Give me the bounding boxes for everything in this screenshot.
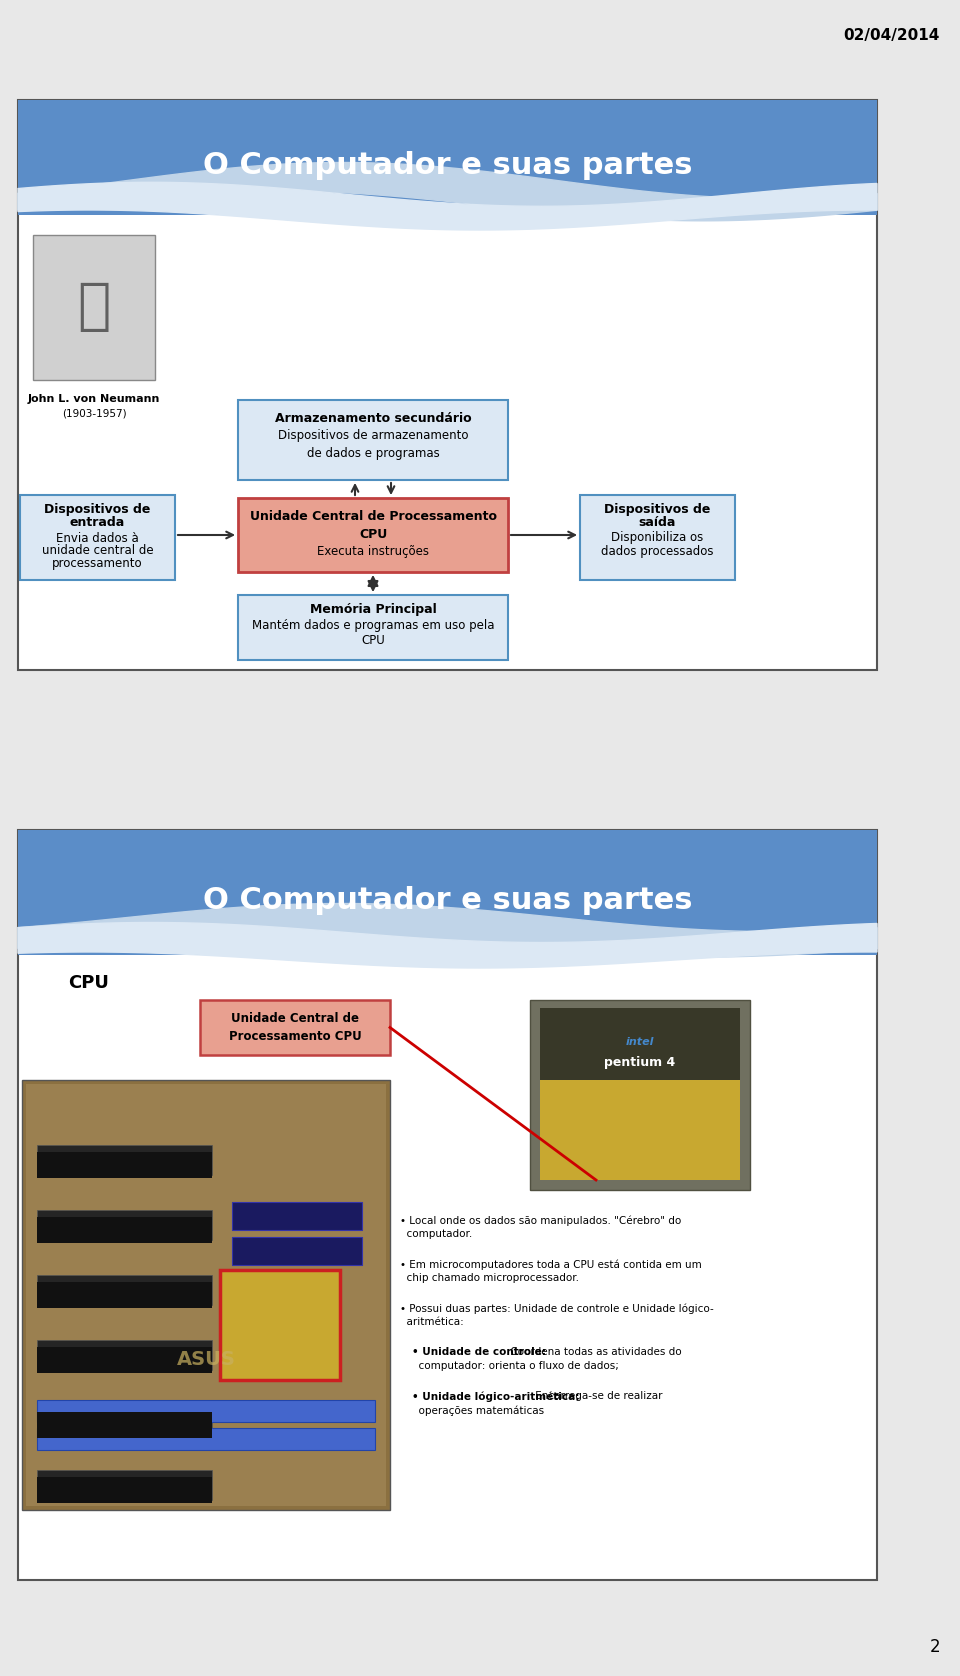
Text: operações matemáticas: operações matemáticas bbox=[412, 1404, 544, 1416]
Polygon shape bbox=[18, 183, 877, 230]
Text: 2: 2 bbox=[929, 1637, 940, 1656]
Text: O Computador e suas partes: O Computador e suas partes bbox=[203, 887, 692, 915]
Bar bbox=[26, 1084, 386, 1507]
Text: processamento: processamento bbox=[52, 558, 143, 570]
Bar bbox=[540, 1066, 740, 1180]
Text: Disponibiliza os: Disponibiliza os bbox=[612, 531, 704, 545]
Text: Executa instruções: Executa instruções bbox=[317, 545, 429, 558]
Bar bbox=[22, 1079, 390, 1510]
Text: • Unidade de controle:: • Unidade de controle: bbox=[412, 1348, 546, 1358]
Text: computador: orienta o fluxo de dados;: computador: orienta o fluxo de dados; bbox=[412, 1361, 619, 1371]
Text: (1903-1957): (1903-1957) bbox=[61, 407, 127, 417]
Bar bbox=[37, 1477, 212, 1503]
Bar bbox=[18, 830, 877, 1580]
Text: chip chamado microprocessador.: chip chamado microprocessador. bbox=[400, 1274, 579, 1284]
Text: • Em microcomputadores toda a CPU está contida em um: • Em microcomputadores toda a CPU está c… bbox=[400, 1259, 702, 1269]
Text: unidade central de: unidade central de bbox=[41, 545, 154, 558]
Text: • Unidade lógico-aritmética:: • Unidade lógico-aritmética: bbox=[412, 1391, 580, 1401]
Bar bbox=[37, 1341, 212, 1369]
Text: Coordena todas as atividades do: Coordena todas as atividades do bbox=[507, 1348, 682, 1358]
Bar bbox=[232, 1237, 362, 1265]
Bar bbox=[220, 1270, 340, 1379]
Bar bbox=[37, 1151, 212, 1178]
Bar bbox=[37, 1399, 375, 1421]
Polygon shape bbox=[18, 903, 877, 957]
Text: ASUS: ASUS bbox=[177, 1349, 235, 1369]
Text: Dispositivos de armazenamento: Dispositivos de armazenamento bbox=[277, 429, 468, 442]
Bar bbox=[20, 494, 175, 580]
Text: Unidade Central de Processamento: Unidade Central de Processamento bbox=[250, 510, 496, 523]
Bar bbox=[37, 1428, 375, 1450]
Bar bbox=[37, 1275, 212, 1306]
Bar bbox=[238, 498, 508, 572]
Bar bbox=[200, 1001, 390, 1054]
Bar bbox=[37, 1210, 212, 1240]
Text: intel: intel bbox=[626, 1037, 655, 1048]
Text: Unidade Central de: Unidade Central de bbox=[231, 1012, 359, 1024]
Bar bbox=[33, 235, 155, 380]
Text: CPU: CPU bbox=[68, 974, 108, 992]
Polygon shape bbox=[18, 922, 877, 969]
Bar bbox=[580, 494, 735, 580]
Bar bbox=[37, 1470, 212, 1500]
Polygon shape bbox=[18, 163, 877, 221]
Bar bbox=[37, 1282, 212, 1307]
Text: John L. von Neumann: John L. von Neumann bbox=[28, 394, 160, 404]
Text: 02/04/2014: 02/04/2014 bbox=[844, 28, 940, 44]
Bar bbox=[37, 1145, 212, 1175]
Text: Memória Principal: Memória Principal bbox=[310, 603, 437, 617]
Text: CPU: CPU bbox=[359, 528, 387, 540]
Text: CPU: CPU bbox=[361, 634, 385, 647]
Text: Dispositivos de: Dispositivos de bbox=[604, 503, 710, 516]
Text: O Computador e suas partes: O Computador e suas partes bbox=[203, 151, 692, 179]
Text: Encarrega-se de realizar: Encarrega-se de realizar bbox=[533, 1391, 663, 1401]
Bar bbox=[232, 1202, 362, 1230]
Text: entrada: entrada bbox=[70, 516, 125, 530]
Text: de dados e programas: de dados e programas bbox=[306, 447, 440, 461]
Text: Armazenamento secundário: Armazenamento secundário bbox=[275, 412, 471, 424]
Text: Mantém dados e programas em uso pela: Mantém dados e programas em uso pela bbox=[252, 618, 494, 632]
Text: • Local onde os dados são manipulados. "Cérebro" do: • Local onde os dados são manipulados. "… bbox=[400, 1215, 682, 1225]
Text: dados processados: dados processados bbox=[601, 545, 713, 558]
Bar bbox=[238, 401, 508, 479]
Bar bbox=[37, 1404, 212, 1435]
Text: Dispositivos de: Dispositivos de bbox=[44, 503, 151, 516]
Text: pentium 4: pentium 4 bbox=[605, 1056, 676, 1069]
Text: • Possui duas partes: Unidade de controle e Unidade lógico-: • Possui duas partes: Unidade de control… bbox=[400, 1302, 713, 1314]
Bar bbox=[18, 830, 877, 955]
Bar bbox=[18, 101, 877, 215]
Text: aritmética:: aritmética: bbox=[400, 1317, 464, 1327]
Text: 👤: 👤 bbox=[78, 280, 110, 335]
Bar bbox=[540, 1007, 740, 1079]
Bar bbox=[530, 1001, 750, 1190]
Text: Processamento CPU: Processamento CPU bbox=[228, 1029, 361, 1042]
Text: computador.: computador. bbox=[400, 1229, 472, 1239]
Bar bbox=[37, 1411, 212, 1438]
Bar bbox=[18, 101, 877, 670]
Text: Envia dados à: Envia dados à bbox=[56, 531, 139, 545]
Bar bbox=[37, 1348, 212, 1373]
Bar bbox=[238, 595, 508, 660]
Text: saída: saída bbox=[638, 516, 676, 530]
Bar bbox=[37, 1217, 212, 1244]
